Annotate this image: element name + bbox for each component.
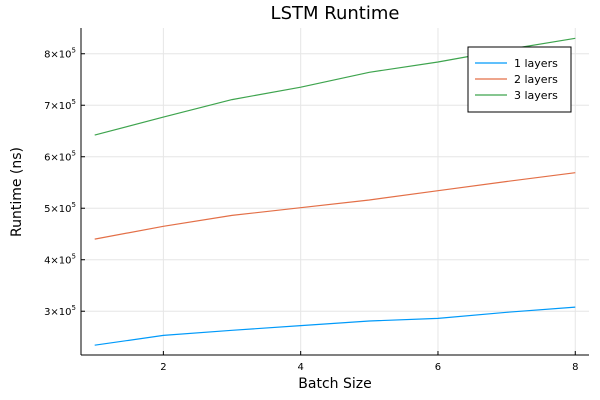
legend-label: 3 layers xyxy=(514,89,558,102)
legend-label: 2 layers xyxy=(514,73,558,86)
y-tick-label: 6×105 xyxy=(44,150,76,164)
x-tick-label: 8 xyxy=(572,362,578,373)
x-tick-label: 4 xyxy=(297,362,303,373)
y-tick-label: 4×105 xyxy=(44,253,76,267)
series-line-1 xyxy=(94,306,576,346)
series-line-2 xyxy=(94,172,576,240)
x-axis-label: Batch Size xyxy=(298,376,371,392)
x-tick-label: 6 xyxy=(435,362,441,373)
y-tick-label: 8×105 xyxy=(44,47,76,61)
y-tick-labels: 3×105 4×105 5×105 6×105 7×105 8×105 xyxy=(44,47,76,318)
legend-label: 1 layers xyxy=(514,57,558,70)
chart-title: LSTM Runtime xyxy=(271,3,400,24)
axes xyxy=(80,28,589,356)
x-tick-labels: 2 4 6 8 xyxy=(160,362,578,373)
y-tick-label: 3×105 xyxy=(44,304,76,318)
x-tick-label: 2 xyxy=(160,362,166,373)
legend: 1 layers 2 layers 3 layers xyxy=(467,46,572,113)
y-tick-label: 7×105 xyxy=(44,98,76,112)
y-tick-label: 5×105 xyxy=(44,201,76,215)
y-axis-label: Runtime (ns) xyxy=(9,147,25,237)
